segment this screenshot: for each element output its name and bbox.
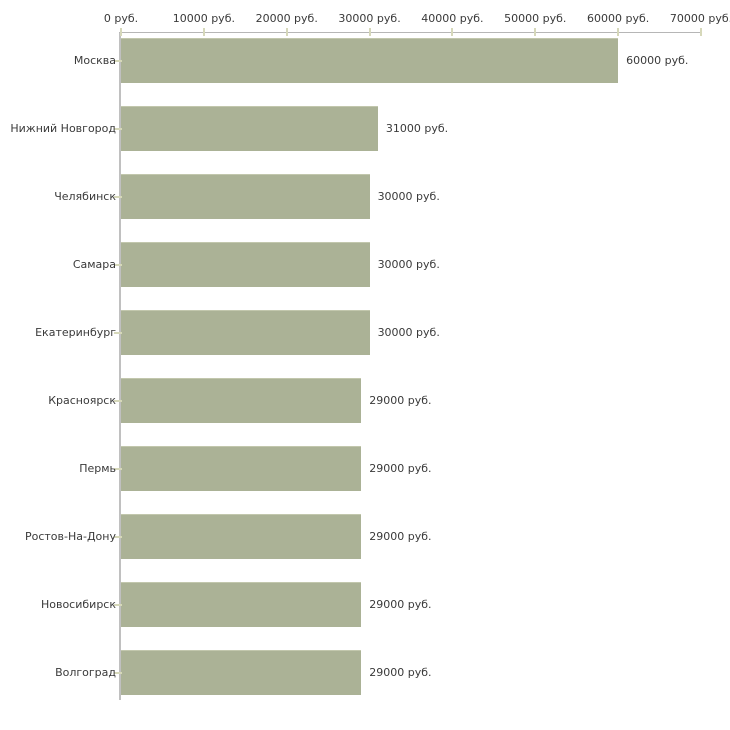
bar (121, 446, 362, 491)
category-label: Волгоград (55, 665, 116, 679)
value-label: 31000 руб. (385, 121, 449, 135)
x-tick-label: 10000 руб. (172, 12, 235, 25)
y-tick-mark (114, 195, 122, 198)
value-label: 29000 руб. (369, 665, 432, 679)
x-tick-mark (285, 28, 288, 36)
y-axis-line (119, 32, 121, 700)
value-label: 30000 руб. (377, 325, 440, 339)
bar (121, 378, 362, 423)
y-tick-mark (114, 263, 122, 266)
x-tick-label: 30000 руб. (338, 12, 401, 25)
value-label: 29000 руб. (369, 597, 432, 611)
x-tick-mark (202, 28, 205, 36)
x-tick-label: 40000 руб. (421, 12, 484, 25)
category-label: Красноярск (48, 393, 116, 407)
category-label: Пермь (79, 461, 116, 475)
x-tick-mark (451, 28, 454, 36)
bar (121, 38, 619, 83)
x-tick-mark (120, 28, 122, 36)
x-tick-label: 0 руб. (103, 12, 139, 25)
x-tick-label: 60000 руб. (587, 12, 650, 25)
x-tick-mark (368, 28, 371, 36)
y-tick-mark (114, 671, 122, 674)
x-tick-mark (700, 28, 702, 36)
bar (121, 310, 370, 355)
y-tick-mark (114, 535, 122, 538)
value-label: 29000 руб. (369, 461, 432, 475)
bar (121, 242, 370, 287)
x-tick-label: 50000 руб. (504, 12, 567, 25)
value-label: 30000 руб. (377, 189, 440, 203)
category-label: Нижний Новгород (10, 121, 116, 135)
bar (121, 174, 370, 219)
bar (121, 106, 378, 151)
value-label: 29000 руб. (369, 393, 432, 407)
y-tick-mark (114, 331, 122, 334)
bar (121, 650, 362, 695)
bar (121, 582, 362, 627)
category-label: Москва (73, 53, 116, 67)
bar (121, 514, 362, 559)
category-label: Ростов-На-Дону (24, 529, 116, 543)
value-label: 29000 руб. (369, 529, 432, 543)
value-label: 30000 руб. (377, 257, 440, 271)
category-label: Екатеринбург (35, 325, 116, 339)
x-axis-line (119, 32, 701, 33)
x-tick-mark (617, 28, 620, 36)
y-tick-mark (114, 127, 122, 130)
x-tick-mark (534, 28, 537, 36)
category-label: Челябинск (54, 189, 116, 203)
category-label: Новосибирск (40, 597, 116, 611)
category-label: Самара (72, 257, 116, 271)
x-tick-label: 20000 руб. (255, 12, 318, 25)
y-tick-mark (114, 399, 122, 402)
y-tick-mark (114, 603, 122, 606)
value-label: 60000 руб. (626, 53, 689, 67)
y-tick-mark (114, 467, 122, 470)
y-tick-mark (114, 59, 122, 62)
x-tick-label: 70000 руб. (669, 12, 730, 25)
